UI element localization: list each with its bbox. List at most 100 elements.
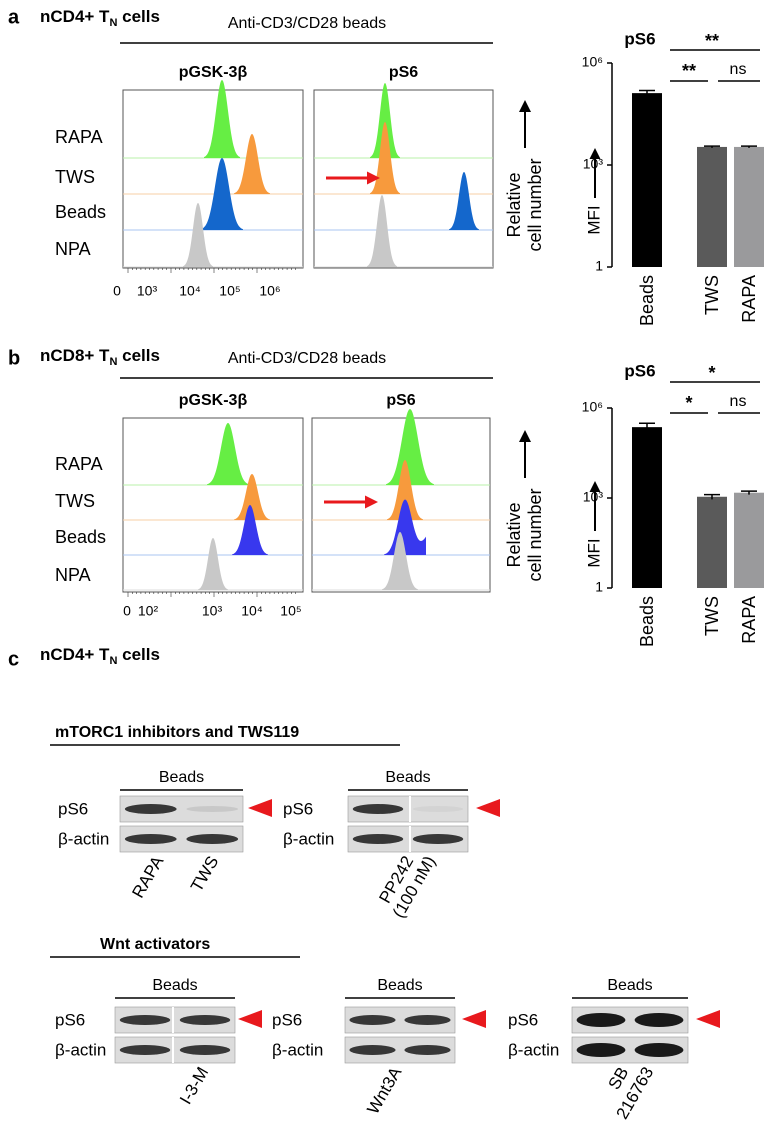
blot-row-label: pS6 — [508, 1010, 538, 1029]
blot-row-label: pS6 — [58, 799, 88, 818]
blot-row-label: β-actin — [58, 829, 109, 848]
histogram-peak — [232, 505, 268, 555]
panel-letter: c — [8, 648, 19, 670]
blot-band — [576, 1043, 626, 1057]
lane-label: RAPA — [128, 852, 167, 901]
x-tick-label: 10⁶ — [259, 283, 280, 299]
lane-label: Wnt3A — [363, 1063, 405, 1117]
blot-band — [404, 1045, 451, 1055]
histogram-peak — [387, 460, 423, 520]
category-label: Beads — [637, 275, 657, 326]
blot-header: Beads — [385, 769, 430, 786]
error-bar — [704, 493, 720, 500]
group-heading: mTORC1 inhibitors and TWS119 — [55, 724, 299, 741]
x-tick-label: 10³ — [137, 283, 158, 299]
category-label: TWS — [702, 275, 722, 315]
histogram-peak — [367, 195, 397, 267]
title-text: nCD8+ T — [40, 346, 110, 365]
title-text: nCD4+ T — [40, 645, 110, 664]
title-text: cells — [117, 7, 160, 26]
blot-row-label: pS6 — [272, 1010, 302, 1029]
row-label: NPA — [55, 239, 91, 259]
blot-band — [119, 1045, 171, 1055]
red-arrowhead — [248, 799, 272, 817]
blot-band — [352, 804, 404, 814]
blot-row-label: β-actin — [55, 1040, 106, 1059]
histogram-peak — [370, 83, 400, 158]
row-label: RAPA — [55, 454, 103, 474]
histogram-title: pGSK-3β — [179, 64, 248, 81]
arrow-head — [519, 100, 531, 112]
lane-label: I-3-M — [176, 1064, 212, 1108]
histogram-title: pS6 — [386, 392, 415, 409]
error-bar — [639, 89, 655, 97]
y-tick-label: 10⁶ — [582, 54, 603, 70]
y-axis-title: MFI — [584, 205, 603, 234]
histogram-peak — [201, 158, 243, 230]
histogram-peak — [234, 134, 270, 194]
title-subscript: N — [109, 356, 117, 368]
blot-band — [412, 806, 464, 812]
blot-band — [412, 834, 464, 844]
bar — [697, 146, 727, 267]
header: Anti-CD3/CD28 beads — [228, 15, 386, 32]
error-bar — [639, 422, 655, 433]
title-subscript: N — [109, 655, 117, 667]
error-bar — [741, 145, 757, 148]
blot-band — [404, 1015, 451, 1025]
arrow-head — [589, 148, 601, 159]
histogram-peak — [198, 538, 228, 590]
histogram-peak — [382, 532, 418, 590]
arrow-head — [519, 430, 531, 442]
error-bar — [741, 490, 757, 495]
histogram-title: pGSK-3β — [179, 392, 248, 409]
red-arrowhead — [476, 799, 500, 817]
red-arrowhead — [238, 1010, 262, 1028]
blot-band — [349, 1015, 396, 1025]
arrow-head — [365, 495, 378, 509]
x-tick-label: 10⁵ — [280, 603, 301, 619]
lane-label: TWS — [187, 853, 222, 895]
blot-band — [186, 806, 239, 812]
x-tick-label: 10⁵ — [219, 283, 240, 299]
row-label: NPA — [55, 565, 91, 585]
y-axis-label: cell number — [525, 158, 545, 251]
significance: * — [685, 393, 692, 413]
blot-band — [179, 1045, 231, 1055]
histogram-peak — [449, 172, 479, 230]
blot-row-label: β-actin — [283, 829, 334, 848]
group-heading: Wnt activators — [100, 936, 210, 953]
panel-letter: b — [8, 347, 20, 369]
blot-row-label: pS6 — [55, 1010, 85, 1029]
title-text: nCD4+ T — [40, 7, 110, 26]
title-text: cells — [117, 346, 160, 365]
panel-letter: a — [8, 6, 20, 28]
histogram-peak — [207, 423, 249, 485]
x-tick-label: 10⁴ — [179, 283, 201, 299]
bar — [632, 93, 662, 268]
blot-band — [634, 1013, 684, 1027]
x-tick-label: 10³ — [202, 603, 223, 619]
row-label: TWS — [55, 491, 95, 511]
y-axis-title: MFI — [584, 538, 603, 567]
significance: ** — [682, 61, 696, 81]
blot-band — [352, 834, 404, 844]
bar — [734, 492, 764, 588]
category-label: RAPA — [739, 596, 759, 644]
y-tick-label: 10³ — [583, 489, 604, 505]
blot-band — [349, 1045, 396, 1055]
y-axis-label: Relative — [504, 502, 524, 567]
row-label: Beads — [55, 202, 106, 222]
histogram-peak — [204, 80, 240, 158]
histogram-title: pS6 — [389, 64, 418, 81]
red-arrowhead — [696, 1010, 720, 1028]
y-axis-label: Relative — [504, 172, 524, 237]
title-text: cells — [117, 645, 160, 664]
category-label: Beads — [637, 596, 657, 647]
blot-row-label: pS6 — [283, 799, 313, 818]
y-tick-label: 1 — [595, 258, 603, 274]
category-label: RAPA — [739, 275, 759, 323]
arrow-head — [589, 481, 601, 492]
